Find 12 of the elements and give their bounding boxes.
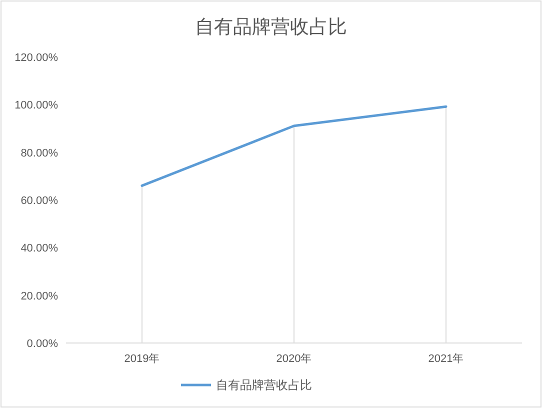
legend-label: 自有品牌营收占比 <box>216 378 312 392</box>
x-tick-label: 2020年 <box>276 353 312 365</box>
y-tick-label: 100.00% <box>14 100 58 112</box>
chart-title: 自有品牌营收占比 <box>195 17 347 38</box>
y-tick-label: 60.00% <box>20 195 58 207</box>
y-tick-label: 120.00% <box>14 52 58 64</box>
y-tick-label: 40.00% <box>20 242 58 255</box>
y-tick-label: 0.00% <box>26 338 58 350</box>
x-tick-label: 2019年 <box>124 353 160 365</box>
y-tick-label: 80.00% <box>20 147 58 160</box>
y-tick-label: 20.00% <box>20 290 58 302</box>
x-tick-label: 2021年 <box>428 353 464 365</box>
